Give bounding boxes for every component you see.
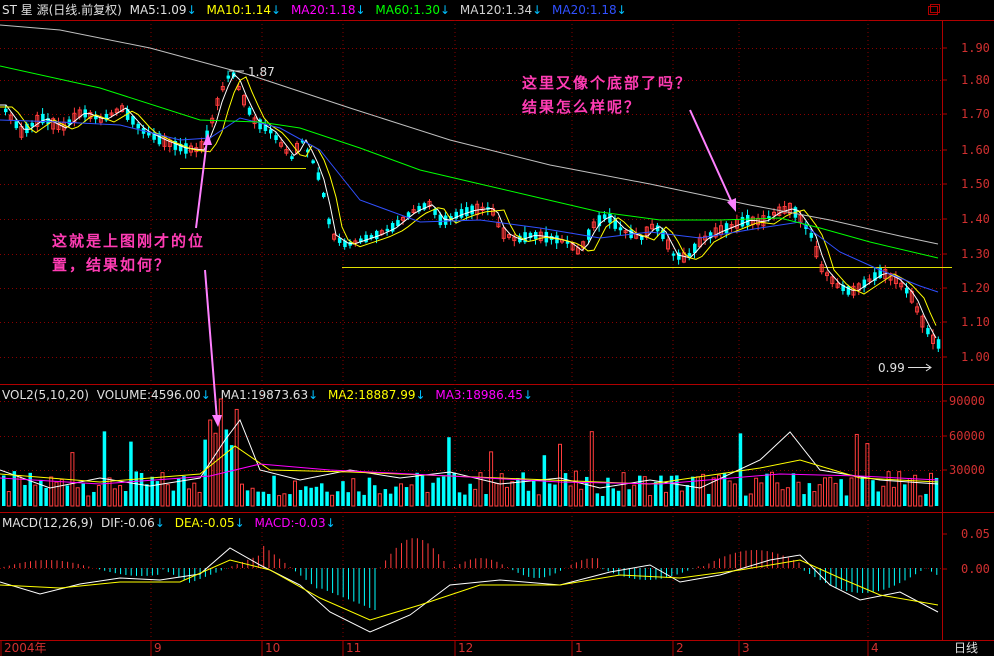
time-axis: 2004年 9 10 11 12 1 2 3 4 [0, 640, 879, 656]
svg-text:0.99: 0.99 [878, 361, 905, 375]
time-tick-label: 12 [458, 641, 473, 655]
price-tick-label: 1.60 [961, 143, 990, 157]
ma5-value: MA5:1.09 [129, 3, 187, 17]
price-tick-label: 1.20 [961, 281, 990, 295]
macd-indicator-header: MACD(12,26,9) DIF:-0.06↓ DEA:-0.05↓ MACD… [2, 516, 336, 530]
annotation-arrows [195, 109, 736, 427]
vol-ma1-value: MA1:19873.63 [220, 388, 309, 402]
volume-tick-label: 30000 [949, 463, 985, 477]
vol-ma2-value: MA2:18887.99 [327, 388, 416, 402]
price-tick-label: 1.80 [961, 73, 990, 87]
grid-lines [0, 20, 942, 640]
time-tick-label: 1 [575, 641, 583, 655]
vol-name: VOL2(5,10,20) [2, 388, 89, 402]
ma10-value: MA10:1.14 [206, 3, 272, 17]
down-arrow-icon: ↓ [200, 388, 211, 402]
ma20-value: MA20:1.18 [290, 3, 356, 17]
support-lines [180, 168, 952, 268]
moving-average-lines [0, 24, 939, 339]
down-arrow-icon: ↓ [325, 516, 336, 530]
price-tick-label: 1.50 [961, 177, 990, 191]
price-indicator-header: ST 星 源(日线.前复权) MA5:1.09↓ MA10:1.14↓ MA20… [2, 3, 627, 17]
dif-value: DIF:-0.06 [100, 516, 155, 530]
annotation-left: 这就是上图刚才的位 置，结果如何？ [52, 232, 206, 274]
down-arrow-icon: ↓ [308, 388, 319, 402]
price-tick-label: 1.90 [961, 41, 990, 55]
ma20b-value: MA20:1.18 [552, 3, 617, 17]
price-axis: 1.90 1.80 1.70 1.60 1.50 1.40 1.30 1.20 1.10 1.00 [942, 41, 990, 364]
period-label[interactable]: 日线 [954, 641, 978, 655]
restore-icon[interactable] [928, 4, 940, 15]
price-tick-label: 1.10 [961, 315, 990, 329]
ma120-value: MA120:1.34 [459, 3, 533, 17]
down-arrow-icon: ↓ [154, 516, 165, 530]
down-arrow-icon: ↓ [355, 3, 366, 17]
macd-histogram [3, 538, 938, 610]
down-arrow-icon: ↓ [522, 388, 533, 402]
down-arrow-icon: ↓ [532, 3, 543, 17]
ma60-value: MA60:1.30 [375, 3, 441, 17]
macd-value: MACD:-0.03 [254, 516, 326, 530]
volume-tick-label: 60000 [949, 429, 985, 443]
time-tick-label: 9 [154, 641, 162, 655]
price-tick-label: 1.00 [961, 350, 990, 364]
annotation-right: 这里又像个底部了吗？ 结果怎么样呢？ [522, 74, 693, 116]
high-price-marker: 1.87 [229, 65, 275, 79]
svg-text:1.87: 1.87 [248, 65, 275, 79]
volume-tick-label: 90000 [949, 394, 985, 408]
down-arrow-icon: ↓ [234, 516, 245, 530]
chart-frame [0, 20, 994, 641]
volume-value: VOLUME:4596.00 [96, 388, 201, 402]
time-tick-label: 2004年 [4, 641, 47, 655]
price-tick-label: 1.40 [961, 212, 990, 226]
time-tick-label: 4 [871, 641, 879, 655]
time-tick-label: 2 [676, 641, 684, 655]
price-tick-label: 1.70 [961, 107, 990, 121]
volume-axis: 90000 60000 30000 [942, 394, 985, 477]
down-arrow-icon: ↓ [616, 3, 627, 17]
time-tick-label: 10 [265, 641, 280, 655]
macd-name: MACD(12,26,9) [2, 516, 94, 530]
down-arrow-icon: ↓ [415, 388, 426, 402]
volume-bars [2, 398, 939, 507]
macd-tick-label: 0.00 [961, 562, 990, 576]
down-arrow-icon: ↓ [440, 3, 451, 17]
low-price-marker: 0.99 [878, 361, 932, 375]
volume-ma-lines [0, 418, 939, 489]
volume-indicator-header: VOL2(5,10,20) VOLUME:4596.00↓ MA1:19873.… [2, 388, 533, 402]
down-arrow-icon: ↓ [186, 3, 197, 17]
time-tick-label: 11 [346, 641, 361, 655]
macd-axis: 0.05 0.00 [942, 527, 990, 576]
dea-value: DEA:-0.05 [174, 516, 235, 530]
time-tick-label: 3 [742, 641, 750, 655]
symbol-label: ST 星 源(日线.前复权) [2, 3, 122, 17]
macd-lines [0, 547, 939, 633]
vol-ma3-value: MA3:18986.45 [435, 388, 523, 402]
macd-tick-label: 0.05 [961, 527, 990, 541]
price-tick-label: 1.30 [961, 247, 990, 261]
down-arrow-icon: ↓ [271, 3, 282, 17]
